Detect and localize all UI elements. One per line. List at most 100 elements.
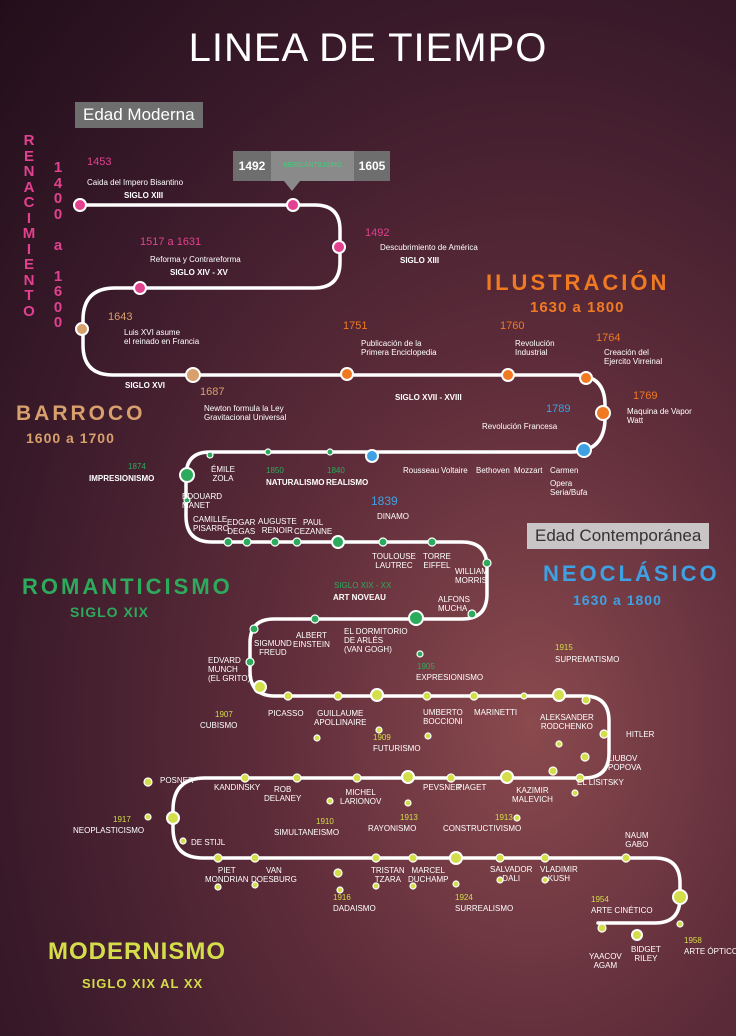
person-rob-delaney: ROB DELANEY: [264, 785, 302, 804]
year-1751: 1751: [343, 320, 368, 332]
node-delaney: [292, 773, 302, 783]
node-munch: [245, 657, 255, 667]
node-1924: [449, 851, 463, 865]
event-1769: Maquina de Vapor Watt: [627, 407, 692, 426]
person-voltaire: Voltaire: [441, 466, 468, 475]
ilustracion-years: 1630 a 1800: [530, 299, 625, 316]
person-picasso: PICASSO: [268, 709, 304, 718]
year-1769: 1769: [633, 390, 658, 402]
person-camille-pisarro: CAMILLE PISARRO: [193, 515, 230, 534]
person-auguste-renoir: AUGUSTE RENOIR: [258, 517, 297, 536]
person-de-stijl: DE STIJL: [191, 838, 226, 847]
neoclasico-years: 1630 a 1800: [573, 592, 662, 608]
year-1453: 1453: [87, 156, 112, 168]
event-realismo: REALISMO: [326, 478, 369, 487]
year-1917: 1917: [113, 815, 131, 824]
siglo-xiv-label: SIGLO XIV - XV: [170, 268, 228, 277]
year-1905: 1905: [417, 662, 435, 671]
node-degas: [242, 537, 252, 547]
person-lisitsky: EL LISITSKY: [577, 778, 624, 787]
node-popova-b: [575, 773, 585, 783]
event-surrealismo: SURREALISMO: [455, 904, 514, 913]
node-dormitorio: [408, 610, 424, 626]
node-mercantilismo: [286, 198, 300, 212]
node-1769: [595, 405, 611, 421]
person-mondrian: PIET MONDRIAN: [205, 866, 249, 885]
node-1453: [73, 198, 87, 212]
node-popova: [580, 752, 590, 762]
person-malevich: KAZIMIR MALEVICH: [512, 786, 553, 805]
person-kandinsky: KANDINSKY: [214, 783, 261, 792]
year-1874: 1874: [128, 462, 146, 471]
node-tzara: [371, 853, 381, 863]
year-1517: 1517 a 1631: [140, 236, 202, 248]
mercantilismo-pointer: [284, 181, 300, 191]
ilustracion-heading: ILUSTRACIÓN: [486, 270, 670, 295]
node-morris: [482, 558, 492, 568]
person-dali: SALVADOR DALI: [490, 865, 533, 884]
edad-contemporanea-box: Edad Contemporánea: [527, 523, 710, 549]
node-1874: [179, 467, 195, 483]
node-boccioni: [422, 691, 432, 701]
year-1910: 1910: [316, 817, 334, 826]
node-dadaismo-b: [336, 886, 344, 894]
person-rousseau: Rousseau: [403, 466, 440, 475]
year-1958: 1958: [684, 936, 702, 945]
event-art-noveau: ART NOVEAU: [333, 593, 386, 602]
event-suprematismo: SUPREMATISMO: [555, 655, 620, 664]
person-popova: LIUBOV POPOVA: [608, 754, 642, 773]
node-1850: [264, 448, 272, 456]
year-1492: 1492: [365, 227, 390, 239]
siglo-xiii-label: SIGLO XIII: [124, 191, 164, 200]
node-lisitsky: [548, 766, 558, 776]
node-manet: [183, 496, 191, 504]
person-sigmund-freud: SIGMUND FREUD: [254, 639, 292, 658]
year-1913b: 1913: [495, 813, 513, 822]
year-1760: 1760: [500, 320, 525, 332]
event-cubismo: CUBISMO: [200, 721, 238, 730]
year-1789: 1789: [546, 403, 571, 415]
node-1789: [576, 442, 592, 458]
person-tzara: TRISTAN TZARA: [371, 866, 405, 885]
year-1924: 1924: [455, 893, 473, 902]
node-mondrian: [213, 853, 223, 863]
node-neoplasticismo: [144, 813, 152, 821]
barroco-heading: BARROCO: [16, 402, 146, 425]
node-zola: [206, 451, 214, 459]
event-1764: Creación del Ejercito Virreinal: [604, 348, 663, 367]
node-1839: [365, 449, 379, 463]
node-dadaismo: [333, 868, 343, 878]
node-1840: [326, 448, 334, 456]
person-torre-eiffel: TORRE EIFFEL: [423, 552, 451, 571]
node-1910: [326, 797, 334, 805]
person-rodchenko: ALEKSANDER RODCHENKO: [540, 713, 594, 732]
node-picasso: [283, 691, 293, 701]
event-1760: Revolución Industrial: [515, 339, 555, 358]
node-duchamp: [408, 853, 418, 863]
modernismo-years: SIGLO XIX AL XX: [82, 976, 204, 991]
node-boccioni-b: [424, 732, 432, 740]
node-riley: [631, 929, 643, 941]
node-rodchenko: [520, 692, 528, 700]
event-dadaismo: DADAISMO: [333, 904, 376, 913]
event-1751: Publicación de la Primera Enciclopedia: [361, 339, 437, 358]
node-malevich: [571, 789, 579, 797]
person-emile-zola: ÉMILE ZOLA: [211, 465, 236, 484]
node-larionov: [352, 773, 362, 783]
event-arte-optico: ARTE ÓPTICO: [684, 947, 736, 956]
year-1954: 1954: [591, 895, 609, 904]
year-art-noveau: SIGLO XIX - XX: [334, 581, 392, 590]
person-duchamp: MARCEL DUCHAMP: [408, 866, 449, 885]
node-posner: [143, 777, 153, 787]
person-larionov: MICHEL LARIONOV: [340, 788, 382, 807]
node-pevsner: [446, 773, 456, 783]
event-impresionismo: IMPRESIONISMO: [89, 474, 155, 483]
event-arte-cinetico: ARTE CINÉTICO: [591, 906, 653, 915]
node-1517: [133, 281, 147, 295]
year-1909: 1909: [373, 733, 391, 742]
node-dali: [495, 853, 505, 863]
